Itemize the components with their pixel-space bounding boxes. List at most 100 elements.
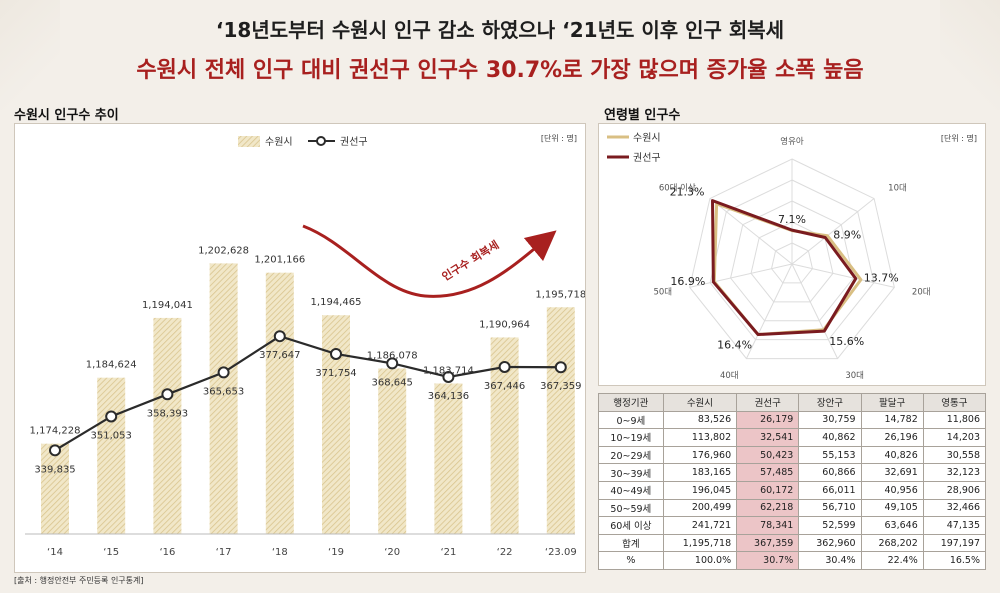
radar-axis-label-4: 40대	[720, 371, 739, 381]
table-cell: 196,045	[662, 480, 738, 500]
radar-series-1	[711, 199, 858, 337]
bar-label-suwon-7: 1,183,714	[423, 365, 474, 376]
table-cell: 1,195,718	[662, 533, 738, 553]
x-tick-label-3: ‘17	[216, 547, 232, 558]
line-label-gwonseon-2: 358,393	[147, 408, 188, 419]
table-cell: 32,541	[736, 428, 800, 447]
bar-label-suwon-0: 1,174,228	[30, 426, 81, 437]
radar-axis-label-2: 20대	[912, 287, 931, 297]
table-cell: 367,359	[736, 533, 800, 553]
source-note: [출처 : 행정안전부 주민등록 인구통계]	[14, 576, 144, 585]
bar-label-suwon-9: 1,195,718	[535, 289, 585, 300]
table-cell: 50,423	[736, 445, 800, 465]
table-cell: 100.0%	[662, 551, 738, 570]
population-trend-chart: 1,174,228 1,184,624 1,194,041 1,202,628 1,20…	[25, 136, 585, 558]
table-header-3: 장안구	[798, 393, 862, 412]
x-tick-label-6: ‘20	[384, 547, 400, 558]
x-tick-label-2: ‘16	[159, 547, 175, 558]
legend-label-suwon: 수원시	[265, 136, 293, 148]
table-cell: 113,802	[662, 428, 738, 447]
table-cell: 20~29세	[598, 445, 664, 465]
bar-label-suwon-4: 1,201,166	[254, 255, 305, 266]
table-cell: 40,862	[798, 428, 862, 447]
x-tick-label-8: ‘22	[497, 547, 513, 558]
table-cell: 26,179	[736, 410, 800, 430]
radar-point-label-2: 13.7%	[864, 272, 899, 285]
table-row: 30~39세 183,165 57,485 60,866 32,691 32,123	[598, 463, 987, 482]
table-cell: 30~39세	[598, 463, 664, 482]
radar-grid-ring-3	[709, 179, 875, 341]
line-gwonseon	[54, 334, 561, 452]
radar-point-label-3: 15.6%	[829, 335, 864, 348]
table-row: 40~49세 196,045 60,172 66,011 40,956 28,906	[598, 480, 987, 500]
table-cell: 32,466	[922, 498, 987, 518]
table-cell: 합계	[598, 533, 664, 553]
radar-legend-label-gwonseon: 권선구	[633, 152, 661, 164]
table-cell: 62,218	[736, 498, 800, 518]
radar-grid-ring-0	[770, 242, 814, 284]
table-row: 50~59세 200,499 62,218 56,710 49,105 32,466	[598, 498, 987, 518]
corner-decoration-left	[0, 0, 60, 110]
population-trend-panel: 1,174,228 1,184,624 1,194,041 1,202,628 1,20…	[14, 123, 586, 573]
line-label-gwonseon-9: 367,359	[540, 381, 581, 392]
legend-label-gwonseon: 권선구	[340, 136, 368, 148]
right-unit-label: [단위 : 명]	[940, 134, 977, 143]
age-radar-chart: 영유아 10대 20대 30대 40대 50대 60대 이상 7.1% 8.9% 13.7% 15.…	[607, 132, 931, 381]
radar-legend-label-suwon: 수원시	[633, 132, 661, 144]
table-cell: 63,646	[860, 516, 924, 535]
table-cell: 30,759	[798, 410, 862, 430]
table-header-2: 권선구	[736, 393, 800, 412]
table-cell: 32,691	[860, 463, 924, 482]
radar-grid-ring-4	[689, 158, 895, 360]
table-cell: 11,806	[922, 410, 987, 430]
table-row: 0~9세 83,526 26,179 30,759 14,782 11,806	[598, 410, 987, 430]
table-header-1: 수원시	[662, 393, 738, 412]
table-cell: 30.7%	[736, 551, 800, 570]
table-cell: 40~49세	[598, 480, 664, 500]
radar-spoke-6	[709, 198, 793, 265]
table-header-row: 행정기관 수원시 권선구 장안구 팔달구 영통구	[598, 393, 987, 412]
table-cell: 176,960	[662, 445, 738, 465]
recovery-arrow	[302, 224, 557, 298]
table-cell: 60,172	[736, 480, 800, 500]
table-header-0: 행정기관	[598, 393, 664, 412]
line-label-gwonseon-6: 368,645	[372, 377, 413, 388]
line-label-gwonseon-5: 371,754	[315, 368, 356, 379]
table-cell: 40,956	[860, 480, 924, 500]
table-cell: 40,826	[860, 445, 924, 465]
table-cell: 56,710	[798, 498, 862, 518]
recovery-annotation: 인구수 회복세	[439, 237, 501, 283]
table-cell: 197,197	[922, 533, 987, 553]
table-row: 20~29세 176,960 50,423 55,153 40,826 30,558	[598, 445, 987, 465]
x-tick-label-1: ‘15	[103, 547, 119, 558]
radar-axis-label-1: 10대	[888, 183, 907, 193]
table-cell: 32,123	[922, 463, 987, 482]
right-section-title: 연령별 인구수	[604, 108, 681, 123]
line-label-gwonseon-7: 364,136	[428, 391, 469, 402]
table-cell: %	[598, 551, 664, 570]
radar-spoke-1	[791, 198, 875, 265]
table-cell: 362,960	[798, 533, 862, 553]
line-point-gwonseon-1	[105, 410, 118, 423]
table-cell: 268,202	[860, 533, 924, 553]
table-row: 60세 이상 241,721 78,341 52,599 63,646 47,135	[598, 516, 987, 535]
table-header-4: 팔달구	[860, 393, 924, 412]
page-title: ‘18년도부터 수원시 인구 감소 하였으나 ‘21년도 이후 인구 회복세	[215, 18, 785, 42]
line-label-gwonseon-3: 365,653	[203, 386, 244, 397]
table-cell: 200,499	[662, 498, 738, 518]
line-point-gwonseon-4	[273, 330, 286, 343]
bar-suwon-4	[265, 272, 294, 534]
line-point-gwonseon-9	[554, 361, 567, 374]
x-tick-label-4: ‘18	[272, 547, 288, 558]
bar-suwon-9	[546, 307, 575, 534]
table-cell: 78,341	[736, 516, 800, 535]
bar-suwon-1	[97, 377, 126, 534]
table-cell: 28,906	[922, 480, 987, 500]
line-label-gwonseon-8: 367,446	[484, 381, 525, 392]
table-cell: 60세 이상	[598, 516, 664, 535]
left-section-title: 수원시 인구수 추이	[14, 108, 119, 123]
table-cell: 30,558	[922, 445, 987, 465]
table-cell: 57,485	[736, 463, 800, 482]
table-cell: 55,153	[798, 445, 862, 465]
line-point-gwonseon-3	[217, 366, 230, 379]
